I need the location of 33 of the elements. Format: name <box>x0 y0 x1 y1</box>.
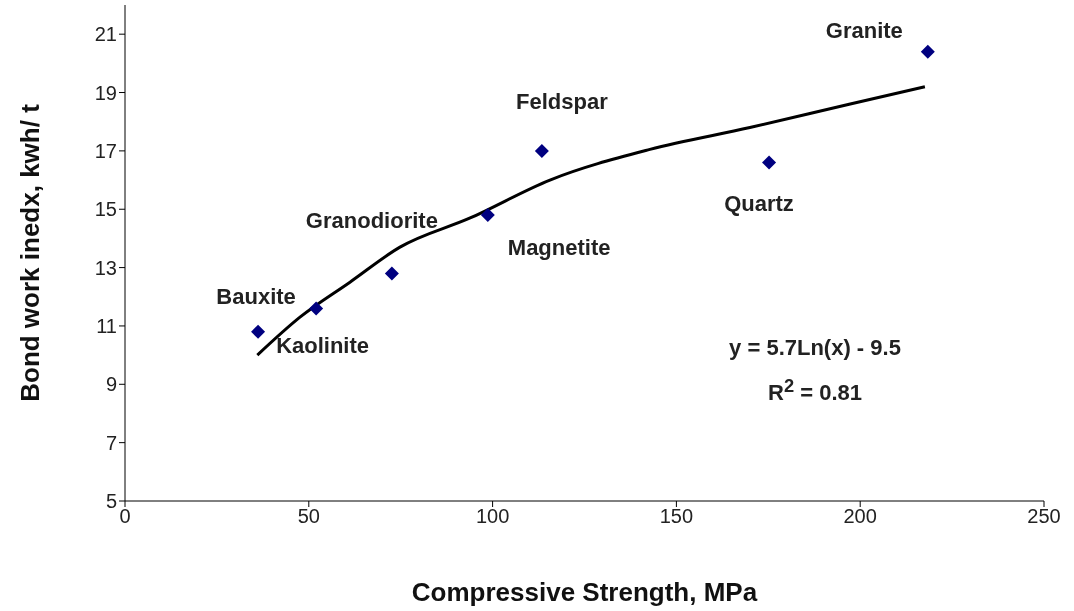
point <box>920 44 935 59</box>
annotation: Bauxite <box>216 283 296 309</box>
point <box>534 143 549 158</box>
y-tick-label: 21 <box>94 23 117 46</box>
y-axis-title: Bond work inedx, kwh/ t <box>15 103 46 402</box>
x-tick-label: 200 <box>843 505 877 528</box>
y-tick-label: 11 <box>96 315 117 338</box>
y-tick-label: 9 <box>105 373 117 396</box>
x-tick-label: 150 <box>659 505 694 528</box>
annotation: Granite <box>825 17 903 43</box>
point <box>762 155 777 170</box>
annotation: R$^{2}$ = 0.81 <box>767 375 863 407</box>
y-tick-label: 19 <box>94 81 117 104</box>
point <box>384 266 399 281</box>
y-tick-label: 5 <box>105 490 117 513</box>
x-axis-title: Compressive Strength, MPa <box>411 577 758 607</box>
annotation: Kaolinite <box>276 333 370 359</box>
y-tick-label: 13 <box>94 256 117 279</box>
point <box>480 208 495 223</box>
annotation: Magnetite <box>507 235 611 261</box>
x-tick-label: 100 <box>475 505 510 528</box>
x-tick-label: 50 <box>297 505 320 528</box>
point <box>251 324 266 339</box>
annotation: y = 5.7Ln(x) - 9.5 <box>728 335 902 361</box>
y-tick-label: 15 <box>94 198 117 221</box>
annotation: Granodiorite <box>305 208 438 234</box>
y-tick-label: 7 <box>105 431 117 454</box>
y-tick-label: 17 <box>94 139 117 162</box>
point <box>309 301 324 316</box>
annotation: Quartz <box>724 190 794 216</box>
annotation: Feldspar <box>516 88 609 114</box>
x-tick-label: 0 <box>119 505 131 528</box>
x-tick-label: 250 <box>1027 505 1061 528</box>
